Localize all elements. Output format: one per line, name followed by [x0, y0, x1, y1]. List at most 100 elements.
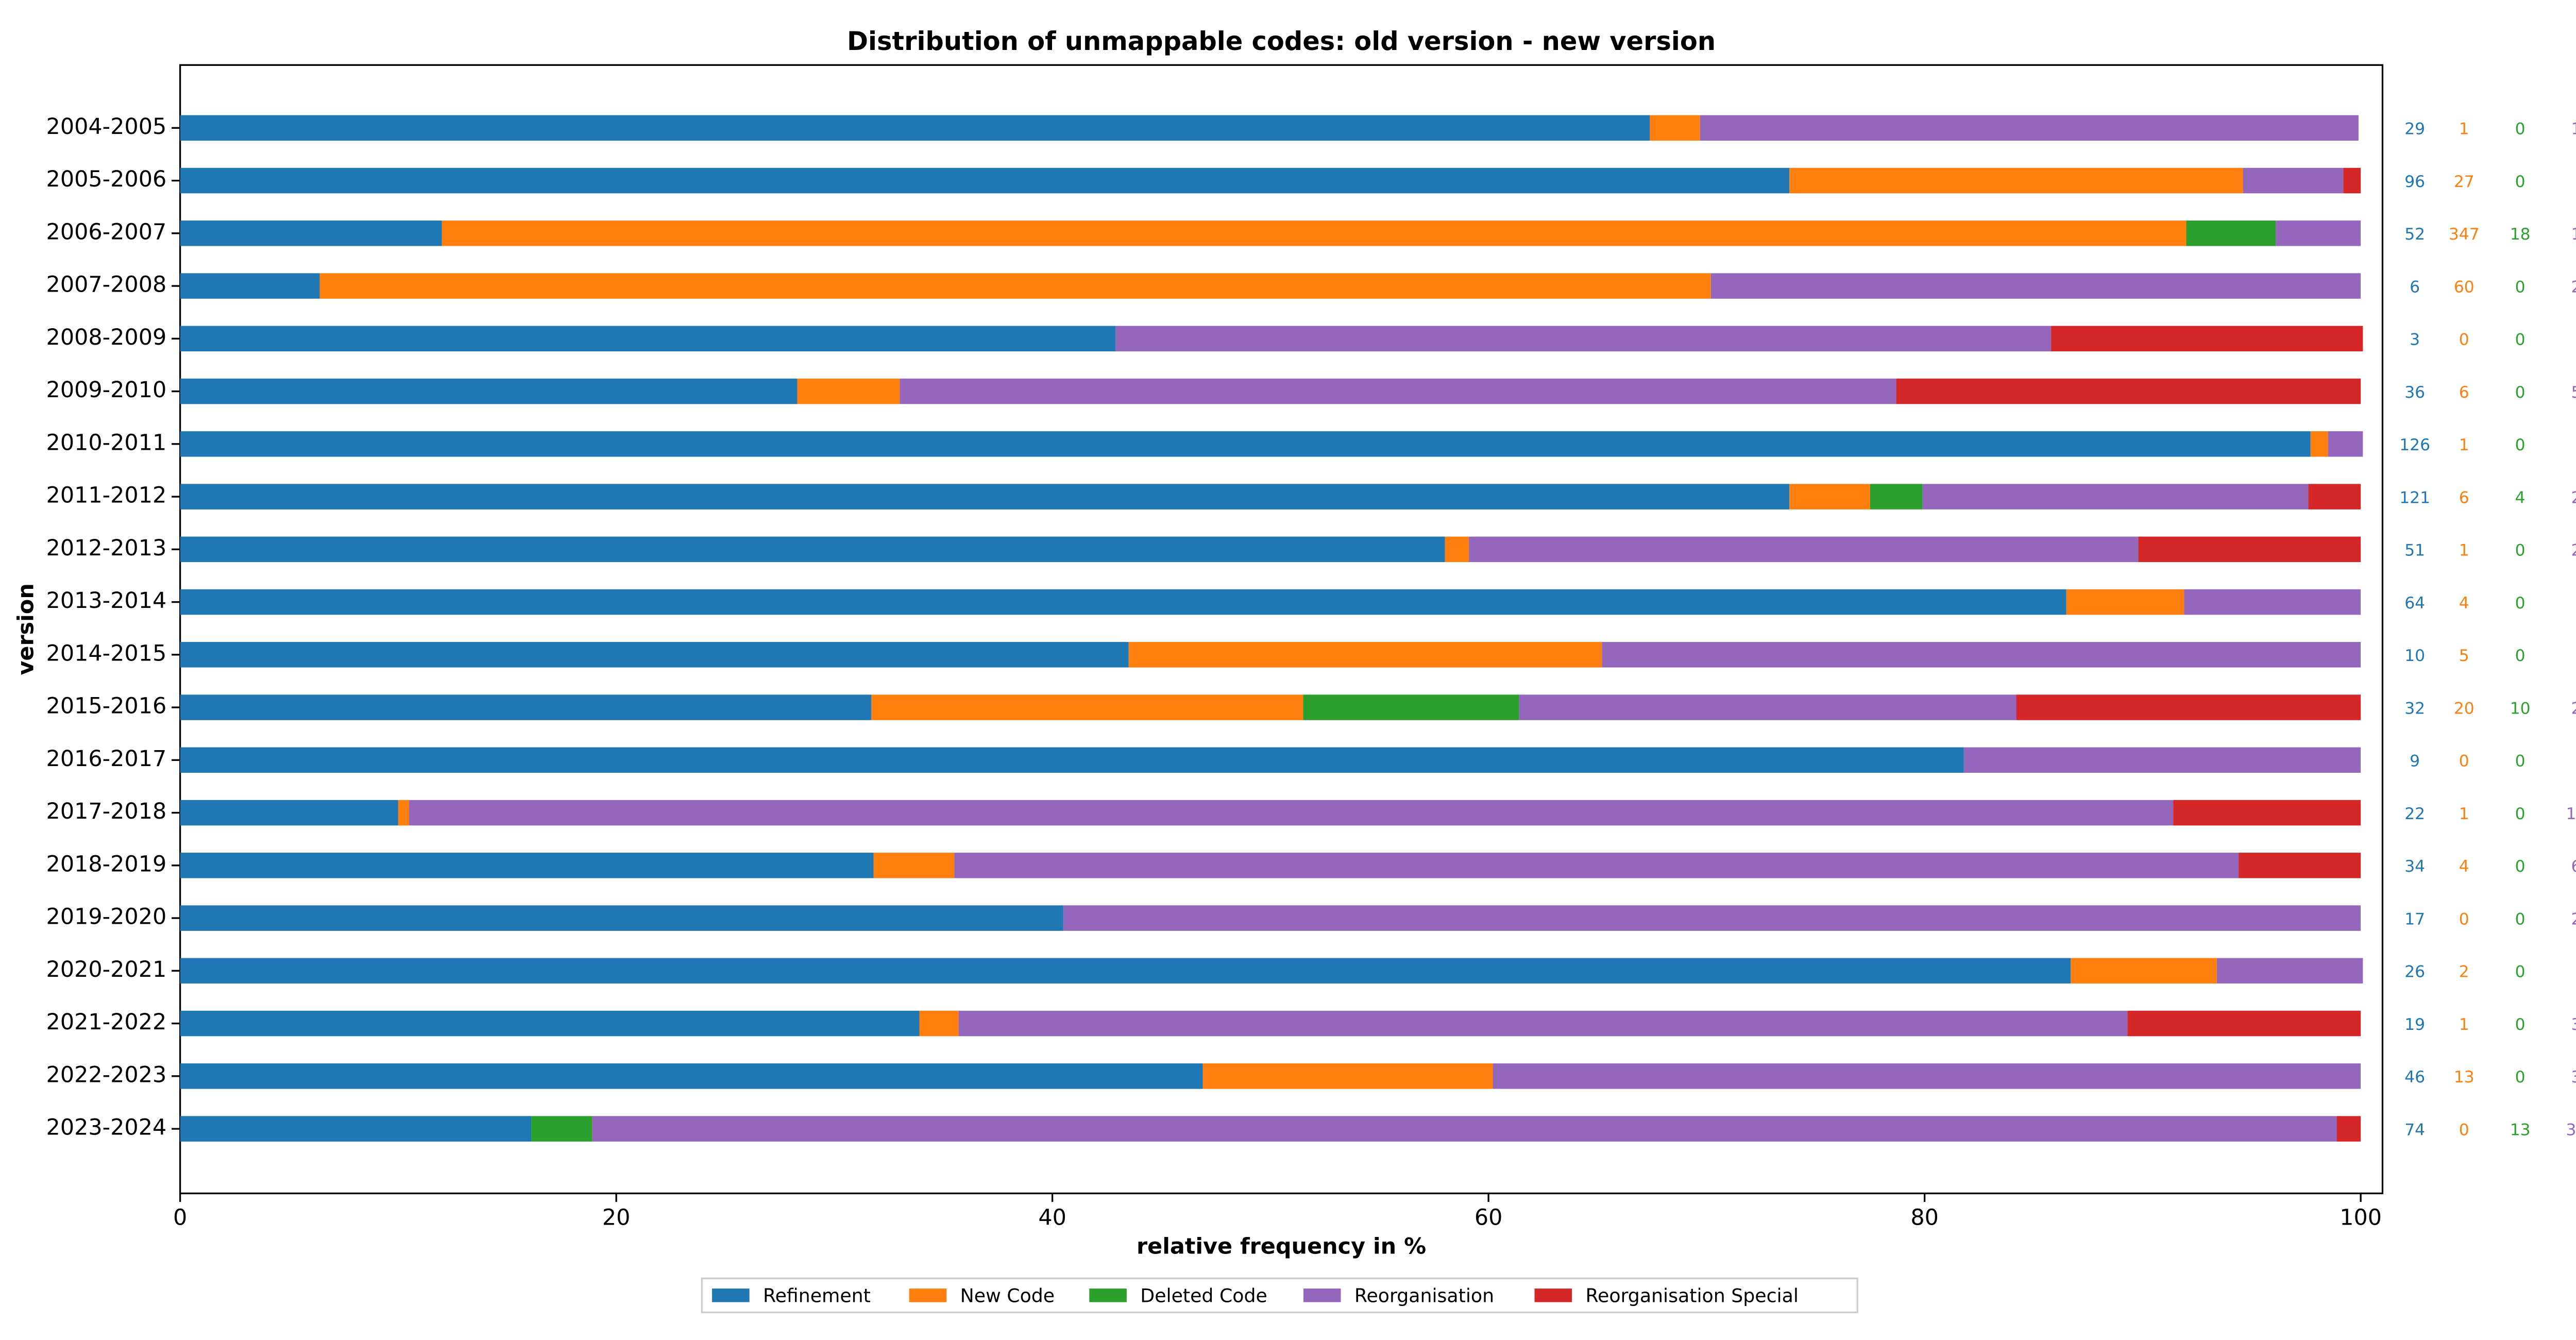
count-label: 46	[2404, 1068, 2425, 1087]
bar-segment	[2328, 431, 2363, 457]
bar-segment	[2184, 589, 2361, 615]
bar-segment	[180, 747, 1964, 773]
count-label: 0	[2459, 910, 2469, 928]
bar-segment	[180, 220, 442, 246]
bar-segment	[180, 167, 1790, 194]
y-tick-label: 2005-2006	[46, 166, 167, 192]
count-label: 0	[2515, 278, 2526, 296]
bar-segment	[1963, 747, 2361, 773]
count-label: 29	[2571, 488, 2576, 507]
y-tick-label: 2008-2009	[46, 325, 167, 350]
y-tick-label: 2006-2007	[46, 219, 167, 245]
count-label: 1	[2459, 541, 2469, 560]
chart-title: Distribution of unmappable codes: old ve…	[847, 26, 1716, 56]
bar-segment	[180, 115, 1650, 141]
count-label: 22	[2404, 805, 2425, 823]
bar-segment	[180, 484, 1790, 510]
legend-frame	[701, 1277, 1858, 1313]
y-tick-label: 2019-2020	[46, 904, 167, 930]
bar-segment	[900, 378, 1896, 404]
count-label: 0	[2515, 173, 2526, 191]
y-axis-label: version	[13, 583, 39, 675]
bar-segment	[2138, 536, 2361, 563]
count-label: 32	[2404, 699, 2425, 718]
legend-label: New Code	[960, 1285, 1055, 1307]
count-label: 0	[2515, 436, 2526, 454]
bar-segment	[180, 378, 798, 404]
bar-segment	[180, 800, 398, 826]
bar-segment	[319, 273, 1711, 299]
count-label: 28	[2571, 278, 2576, 296]
count-label: 60	[2454, 278, 2475, 296]
bar-segment	[1128, 642, 1602, 668]
count-label: 23	[2571, 699, 2576, 718]
bar-segment	[1710, 273, 2361, 299]
count-label: 0	[2459, 331, 2469, 349]
count-label: 0	[2515, 1068, 2526, 1087]
bar-segment	[180, 642, 1129, 668]
y-tick-label: 2015-2016	[46, 693, 167, 719]
bar-segment	[592, 1116, 2337, 1142]
count-label: 6	[2410, 278, 2420, 296]
count-label: 13	[2571, 120, 2576, 139]
count-label: 27	[2571, 541, 2576, 560]
bar-segment	[2343, 167, 2361, 194]
bar-segment	[180, 853, 874, 878]
y-tick-label: 2009-2010	[46, 377, 167, 403]
bar-segment	[180, 694, 872, 720]
legend-swatch	[909, 1288, 947, 1302]
bar-segment	[2239, 853, 2361, 878]
count-label: 5	[2459, 647, 2469, 665]
count-label: 18	[2510, 225, 2531, 244]
count-label: 10	[2404, 647, 2425, 665]
x-tick-label: 0	[173, 1205, 187, 1230]
count-label: 0	[2459, 1121, 2469, 1139]
x-tick-label: 60	[1475, 1205, 1503, 1230]
y-tick-label: 2014-2015	[46, 640, 167, 666]
bar-segment	[1469, 536, 2139, 563]
legend-swatch	[1534, 1288, 1572, 1302]
count-label: 0	[2515, 647, 2526, 665]
x-tick-label: 40	[1038, 1205, 1066, 1230]
bar-segment	[1063, 905, 2361, 931]
bar-segment	[180, 1116, 532, 1142]
count-label: 17	[2571, 225, 2576, 244]
legend-label: Deleted Code	[1140, 1285, 1267, 1307]
bar-segment	[2336, 1116, 2361, 1142]
bar-segment	[919, 1010, 959, 1037]
legend-label: Reorganisation	[1354, 1285, 1494, 1307]
count-label: 58	[2571, 383, 2576, 402]
count-label: 0	[2515, 383, 2526, 402]
bar-segment	[409, 800, 2174, 826]
bar-segment	[2216, 958, 2363, 984]
bar-segment	[2308, 484, 2361, 510]
count-label: 6	[2459, 488, 2469, 507]
bar-segment	[1789, 484, 1870, 510]
bar-segment	[1602, 642, 2361, 668]
count-label: 96	[2404, 173, 2425, 191]
bar-segment	[180, 431, 2311, 457]
bar-segment	[1519, 694, 2016, 720]
bar-segment	[180, 589, 2066, 615]
y-tick-label: 2013-2014	[46, 588, 167, 614]
legend-swatch	[1089, 1288, 1127, 1302]
y-tick-label: 2012-2013	[46, 535, 167, 561]
bar-segment	[1922, 484, 2309, 510]
count-label: 4	[2459, 594, 2469, 613]
bar-segment	[958, 1010, 2128, 1037]
count-label: 39	[2571, 1068, 2576, 1087]
count-label: 2	[2459, 963, 2469, 981]
count-label: 64	[2404, 594, 2425, 613]
bar-segment	[2276, 220, 2361, 246]
bar-segment	[2243, 167, 2344, 194]
bar-segment	[398, 800, 410, 826]
count-label: 20	[2454, 699, 2475, 718]
count-label: 347	[2449, 225, 2480, 244]
bar-segment	[442, 220, 2187, 246]
bar-segment	[180, 536, 1445, 563]
count-label: 0	[2515, 910, 2526, 928]
bar-segment	[1493, 1063, 2361, 1089]
y-tick-label: 2010-2011	[46, 430, 167, 455]
